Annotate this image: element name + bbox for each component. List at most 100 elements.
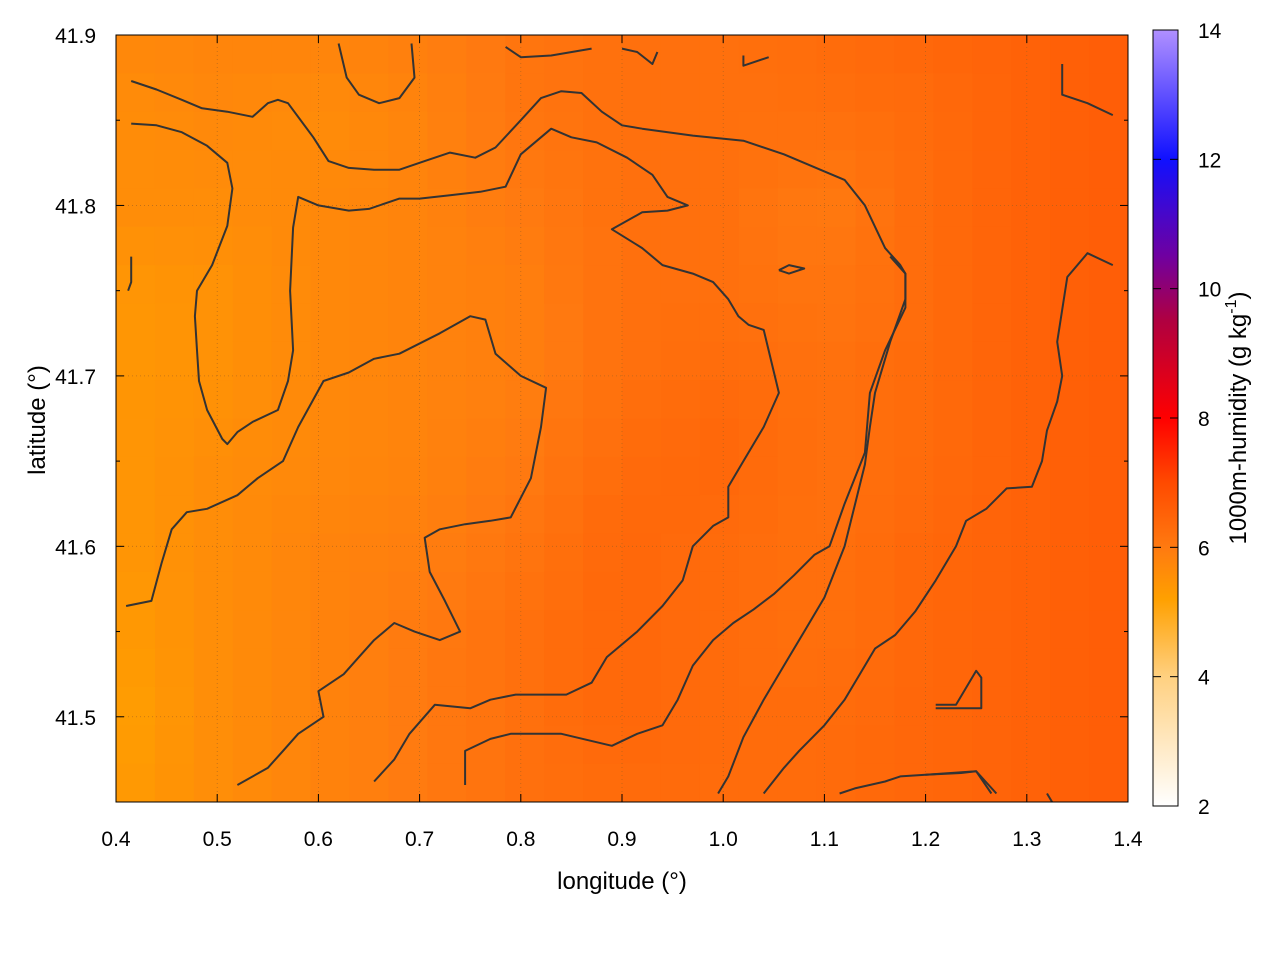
heatmap-cell	[660, 35, 701, 74]
heatmap-cell	[660, 303, 701, 343]
heatmap-cell	[1011, 150, 1051, 189]
heatmap-cell	[738, 533, 779, 573]
heatmap-cell	[777, 533, 818, 573]
heatmap-cell	[271, 418, 312, 458]
heatmap-cell	[466, 610, 506, 650]
heatmap-cell	[466, 418, 506, 458]
heatmap-cell	[388, 571, 428, 611]
colorbar-label: 1000m-humidity (g kg-1)	[1223, 292, 1252, 545]
heatmap-cell	[232, 495, 273, 535]
colorbar-label-close: )	[1225, 292, 1252, 300]
heatmap-cell	[116, 380, 156, 420]
heatmap-cell	[894, 763, 934, 802]
contour-line-c5	[1061, 64, 1114, 117]
heatmap-cell	[349, 303, 390, 343]
heatmap-cell	[855, 610, 896, 650]
contour-line-c2	[131, 122, 780, 783]
heatmap-cell	[894, 725, 934, 765]
heatmap-cell	[505, 725, 545, 765]
heatmap-cell	[660, 456, 701, 496]
heatmap-cell	[310, 150, 351, 189]
heatmap-cell	[816, 341, 857, 381]
heatmap-cell	[933, 380, 973, 420]
heatmap-cell	[894, 188, 934, 228]
heatmap-cell	[349, 418, 390, 458]
heatmap-cell	[1089, 111, 1128, 151]
heatmap-cell	[154, 380, 195, 420]
heatmap-cell	[660, 341, 701, 381]
heatmap-cell	[1011, 303, 1051, 343]
heatmap-cell	[933, 265, 973, 305]
heatmap-cell	[466, 380, 506, 420]
heatmap-cell	[466, 73, 506, 113]
heatmap-cell	[544, 226, 584, 266]
heatmap-cell	[193, 533, 234, 573]
heatmap-cell	[193, 150, 234, 189]
heatmap-cell	[699, 495, 740, 535]
heatmap-cell	[1089, 226, 1128, 266]
x-tick-label: 0.7	[405, 828, 434, 851]
heatmap-cell	[583, 303, 623, 343]
colorbar-label-superscript: -1	[1223, 299, 1240, 313]
heatmap-cell	[933, 341, 973, 381]
heatmap-cell	[1050, 111, 1090, 151]
heatmap-cell	[154, 35, 195, 74]
heatmap-cell	[933, 111, 973, 151]
heatmap-cell	[738, 418, 779, 458]
heatmap-cell	[232, 418, 273, 458]
heatmap-cell	[116, 150, 156, 189]
y-tick-label: 41.7	[55, 366, 96, 389]
heatmap-cell	[1089, 571, 1128, 611]
heatmap-cell	[116, 648, 156, 688]
heatmap-cell	[154, 648, 195, 688]
x-tick-label: 1.4	[1113, 828, 1143, 851]
heatmap-cell	[972, 111, 1012, 151]
heatmap-cell	[1089, 648, 1128, 688]
heatmap-cell	[816, 686, 857, 726]
heatmap-cell	[505, 303, 545, 343]
heatmap-cell	[660, 610, 701, 650]
y-tick-label: 41.8	[55, 195, 96, 218]
heatmap-cell	[855, 111, 896, 151]
contour-line-c14	[925, 770, 993, 795]
heatmap-cell	[388, 495, 428, 535]
heatmap-cell	[544, 188, 584, 228]
heatmap-cell	[660, 226, 701, 266]
heatmap-cell	[1050, 150, 1090, 189]
x-tick-label: 1.2	[911, 828, 940, 851]
heatmap-cell	[855, 686, 896, 726]
heatmap-cell	[738, 150, 779, 189]
heatmap-cell	[855, 725, 896, 765]
heatmap-cell	[388, 418, 428, 458]
heatmap-cell	[271, 648, 312, 688]
heatmap-cell	[738, 341, 779, 381]
heatmap-cell	[738, 380, 779, 420]
heatmap-cell	[622, 686, 662, 726]
heatmap-cell	[1089, 725, 1128, 765]
heatmap-cell	[894, 341, 934, 381]
heatmap-cell	[855, 226, 896, 266]
heatmap-cell	[933, 495, 973, 535]
heatmap-cell	[933, 303, 973, 343]
heatmap-cell	[777, 188, 818, 228]
heatmap-cell	[816, 35, 857, 74]
heatmap-cell	[193, 610, 234, 650]
heatmap-cell	[1050, 73, 1090, 113]
heatmap-cell	[544, 111, 584, 151]
colorbar-tick-label: 6	[1198, 537, 1210, 560]
contour-line-c16	[1046, 792, 1053, 802]
heatmap-cell	[116, 763, 156, 802]
heatmap-cell	[583, 725, 623, 765]
heatmap-cell	[777, 111, 818, 151]
heatmap-cell	[349, 35, 390, 74]
heatmap-cell	[816, 188, 857, 228]
heatmap-cell	[232, 648, 273, 688]
grid-lines	[116, 35, 1128, 802]
heatmap-cell	[154, 150, 195, 189]
heatmap-cell	[972, 265, 1012, 305]
heatmap-cell	[544, 533, 584, 573]
heatmap-cell	[154, 226, 195, 266]
heatmap-cell	[972, 35, 1012, 74]
heatmap-cell	[1089, 188, 1128, 228]
heatmap-cell	[622, 341, 662, 381]
